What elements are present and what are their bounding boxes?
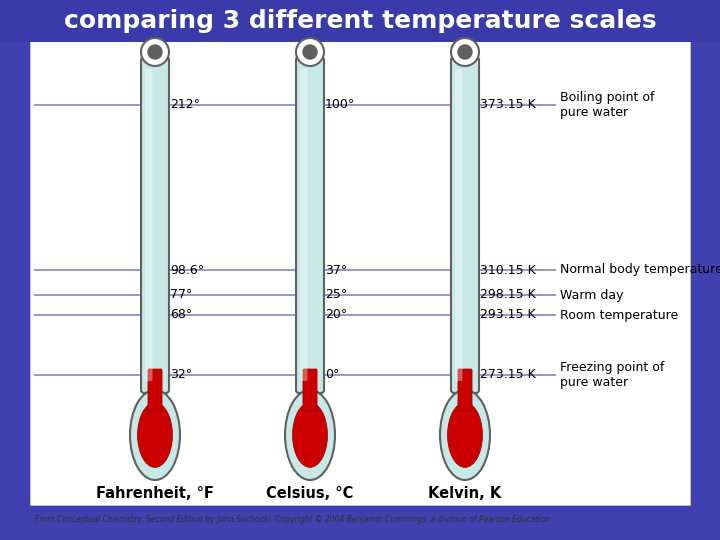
Circle shape xyxy=(451,38,479,66)
Circle shape xyxy=(457,44,473,60)
Ellipse shape xyxy=(448,403,482,468)
Text: 100°: 100° xyxy=(325,98,355,111)
Text: Kelvin, K: Kelvin, K xyxy=(428,485,502,501)
Circle shape xyxy=(296,38,324,66)
Text: Normal body temperature: Normal body temperature xyxy=(560,264,720,276)
Text: Celsius, °C: Celsius, °C xyxy=(266,485,354,501)
Text: 293.15 K: 293.15 K xyxy=(480,308,536,321)
Text: 273.15 K: 273.15 K xyxy=(480,368,536,381)
Ellipse shape xyxy=(138,403,173,468)
FancyBboxPatch shape xyxy=(296,57,324,393)
FancyBboxPatch shape xyxy=(455,69,462,381)
Text: 37°: 37° xyxy=(325,264,347,276)
Text: 373.15 K: 373.15 K xyxy=(480,98,536,111)
FancyBboxPatch shape xyxy=(141,57,169,393)
Text: From Conceptual Chemistry, Second Edition by John Suchocki. Copyright © 2004 Ben: From Conceptual Chemistry, Second Editio… xyxy=(35,515,550,524)
Text: 98.6°: 98.6° xyxy=(170,264,204,276)
Text: 68°: 68° xyxy=(170,308,192,321)
Ellipse shape xyxy=(292,403,328,468)
Circle shape xyxy=(148,44,163,60)
Bar xyxy=(30,38,690,505)
FancyBboxPatch shape xyxy=(451,57,479,393)
Text: 20°: 20° xyxy=(325,308,347,321)
Text: Boiling point of
pure water: Boiling point of pure water xyxy=(560,91,654,119)
Text: 298.15 K: 298.15 K xyxy=(480,288,536,301)
Ellipse shape xyxy=(285,390,335,480)
Bar xyxy=(0,0,720,42)
Text: Warm day: Warm day xyxy=(560,288,624,301)
Text: 212°: 212° xyxy=(170,98,200,111)
Circle shape xyxy=(141,38,169,66)
Ellipse shape xyxy=(130,390,180,480)
FancyBboxPatch shape xyxy=(145,69,153,381)
Circle shape xyxy=(302,44,318,60)
FancyBboxPatch shape xyxy=(148,369,162,411)
Ellipse shape xyxy=(440,390,490,480)
Text: 32°: 32° xyxy=(170,368,192,381)
Text: 310.15 K: 310.15 K xyxy=(480,264,536,276)
FancyBboxPatch shape xyxy=(458,369,472,411)
Text: 25°: 25° xyxy=(325,288,347,301)
Text: comparing 3 different temperature scales: comparing 3 different temperature scales xyxy=(63,9,657,33)
Text: 77°: 77° xyxy=(170,288,192,301)
Text: 0°: 0° xyxy=(325,368,339,381)
Text: Freezing point of
pure water: Freezing point of pure water xyxy=(560,361,665,389)
FancyBboxPatch shape xyxy=(300,69,307,381)
Text: Room temperature: Room temperature xyxy=(560,308,678,321)
Text: Fahrenheit, °F: Fahrenheit, °F xyxy=(96,485,214,501)
FancyBboxPatch shape xyxy=(303,369,317,411)
